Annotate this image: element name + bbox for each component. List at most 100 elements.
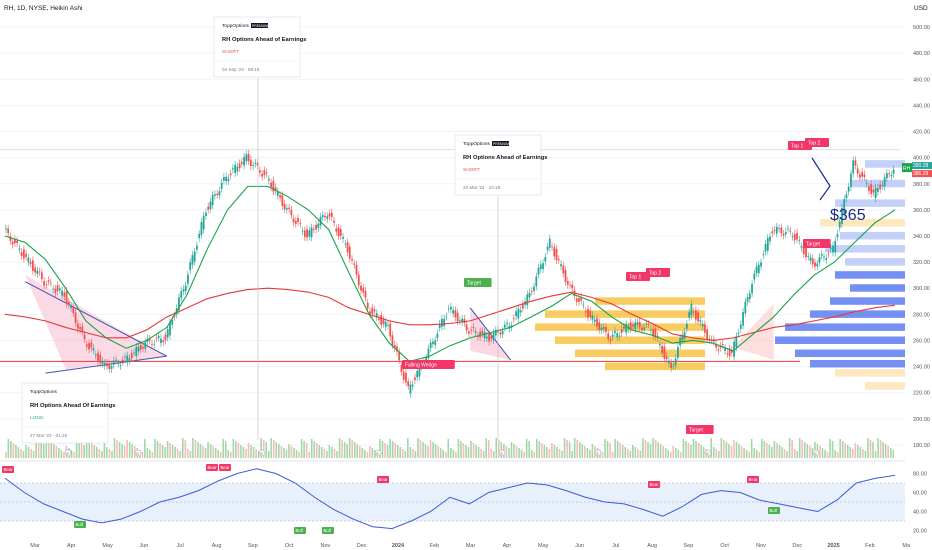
- price-tick-label: 340.00: [913, 234, 930, 240]
- candle-body: [886, 173, 888, 179]
- candle-body: [160, 338, 162, 344]
- volume-bar: [725, 442, 728, 458]
- candle-body: [108, 364, 111, 370]
- callout-date: 04 Sep '23 · 09:15: [222, 67, 260, 72]
- volume-bar: [10, 441, 12, 458]
- candle-body: [220, 182, 223, 189]
- candle-body: [326, 216, 329, 219]
- volume-bar: [864, 451, 867, 458]
- candle-body: [270, 182, 273, 188]
- volume-bar: [465, 445, 467, 458]
- candle-body: [784, 232, 787, 235]
- earnings-event-icon: [134, 449, 142, 457]
- volume-bar: [224, 441, 227, 458]
- candle-body: [13, 239, 16, 244]
- callout-brand: ToppOptions: [30, 389, 58, 395]
- volume-bar: [394, 443, 396, 458]
- callout-title: RH Options Ahead of Earnings: [222, 37, 307, 43]
- candle-body: [306, 229, 308, 238]
- volume-bar: [857, 445, 859, 458]
- volume-bar: [399, 447, 402, 458]
- volume-bar: [348, 438, 351, 458]
- candle-body: [182, 289, 185, 292]
- candle-body: [339, 229, 342, 237]
- volume-bar: [685, 441, 687, 458]
- candle-body: [488, 333, 491, 342]
- candle-body: [733, 341, 735, 357]
- candle-body: [137, 346, 140, 352]
- volume-bar: [391, 441, 394, 458]
- candle-body: [672, 365, 675, 367]
- time-tick-label: Apr: [67, 543, 76, 549]
- volume-bar: [609, 443, 611, 458]
- candle-body: [492, 332, 495, 341]
- candle-body: [778, 228, 780, 229]
- volume-bar: [240, 445, 242, 458]
- candle-body: [602, 326, 605, 330]
- volume-bar: [422, 442, 424, 458]
- candle-body: [249, 159, 252, 166]
- volume-bar: [778, 445, 781, 458]
- volume-bar: [118, 442, 121, 458]
- rsi-signal-tag: Bull: [770, 508, 777, 513]
- volume-bar: [381, 441, 384, 458]
- volume-profile-bar: [810, 310, 905, 318]
- volume-bar: [419, 440, 422, 458]
- candle-body: [101, 361, 104, 364]
- candle-body: [427, 348, 430, 359]
- earnings-event-label: E: [260, 451, 263, 456]
- candle-body: [766, 237, 769, 251]
- candle-body: [380, 315, 383, 325]
- volume-profile-bar-orange: [545, 310, 705, 318]
- time-tick-label: Sep: [248, 543, 258, 549]
- volume-bar: [773, 441, 776, 458]
- candle-body: [555, 248, 558, 261]
- candle-body: [544, 257, 547, 262]
- candle-body: [490, 336, 493, 339]
- volume-bar: [192, 438, 194, 458]
- volume-bar: [884, 444, 887, 458]
- volume-bar: [121, 444, 123, 458]
- candle-body: [366, 302, 369, 309]
- candle-body: [757, 264, 760, 274]
- volume-bar: [90, 443, 93, 458]
- volume-bar: [369, 446, 371, 458]
- volume-bar: [364, 450, 366, 458]
- volume-bar: [788, 438, 791, 458]
- price-tick-label: 240.00: [913, 365, 930, 371]
- volume-bar: [682, 439, 685, 458]
- candle-body: [151, 343, 153, 345]
- callout-side: SHORT: [463, 167, 480, 173]
- callout-brand: ToppOptions: [222, 23, 250, 29]
- volume-bar: [47, 440, 50, 458]
- candle-body: [130, 353, 133, 359]
- candle-body: [688, 312, 691, 318]
- candle-body: [110, 366, 113, 369]
- candle-body: [450, 306, 452, 310]
- volume-bar: [15, 445, 17, 458]
- volume-bar: [581, 444, 584, 458]
- rsi-signal-tag: Bear: [4, 467, 14, 472]
- volume-bar: [882, 442, 884, 458]
- time-tick-label: Oct: [285, 543, 294, 549]
- volume-bar: [108, 449, 111, 458]
- candle-body: [494, 329, 497, 336]
- candle-body: [301, 230, 304, 232]
- candle-body: [659, 343, 661, 346]
- volume-bar: [781, 447, 783, 458]
- volume-bar: [879, 440, 882, 458]
- volume-bar: [96, 447, 98, 458]
- candle-body: [674, 358, 677, 366]
- candle-body: [564, 270, 567, 282]
- candle-body: [371, 307, 374, 314]
- top-tag: Top 2: [808, 140, 820, 146]
- candle-body: [67, 301, 70, 305]
- volume-bar: [184, 440, 187, 458]
- callout-title: RH Options Ahead Of Earnings: [30, 403, 115, 409]
- volume-bar: [591, 444, 594, 458]
- candle-body: [274, 187, 277, 191]
- rsi-signal-tag-bg: [294, 527, 306, 534]
- callout-date: 27 Mar '23 · 01:25: [30, 433, 68, 438]
- price-tick-label: 180.00: [913, 443, 930, 449]
